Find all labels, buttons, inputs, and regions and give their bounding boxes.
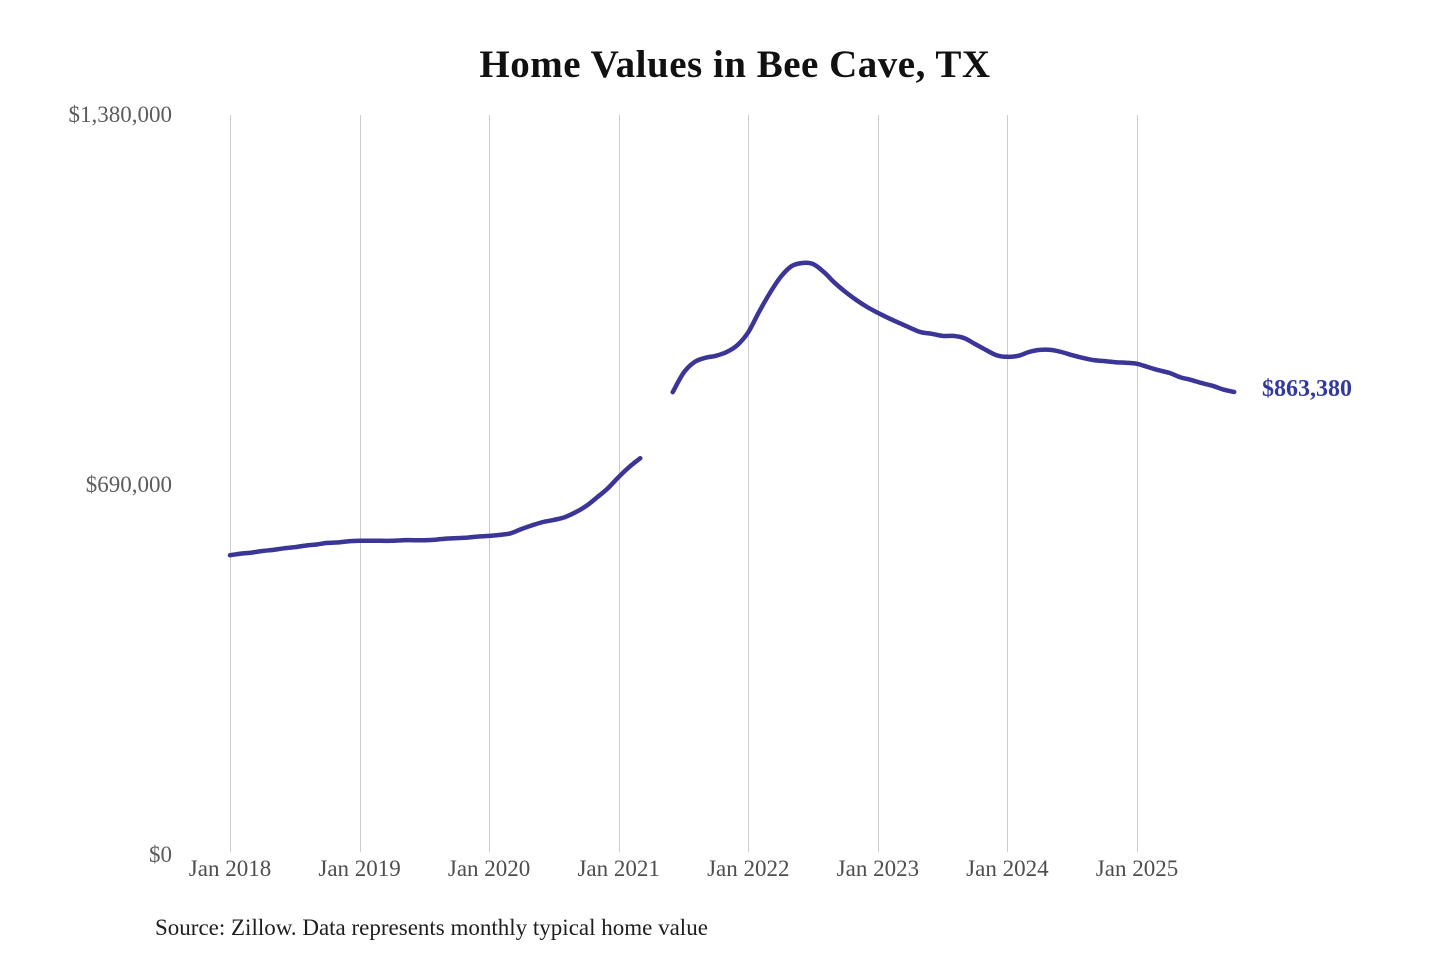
x-axis-tick-label-jan-2018: Jan 2018 xyxy=(188,856,272,881)
y-axis-tick-label-mid: $690,000 xyxy=(85,472,172,497)
home-value-line-segment-1 xyxy=(227,455,643,558)
gridline-jan-2022 xyxy=(748,115,750,852)
y-axis-tick-label-zero: $0 xyxy=(149,842,172,867)
x-axis-tick-label-jan-2024: Jan 2024 xyxy=(966,856,1049,881)
y-axis-tick-label-top: $1,380,000 xyxy=(68,102,173,127)
x-axis-tick-label-jan-2020: Jan 2020 xyxy=(447,856,531,881)
gridline-jan-2019 xyxy=(359,115,361,852)
gridline-jan-2020 xyxy=(489,115,491,852)
gridline-jan-2025 xyxy=(1137,115,1138,852)
gridline-jan-2021 xyxy=(618,115,620,852)
x-axis-tick-label-jan-2019: Jan 2019 xyxy=(318,856,401,881)
x-axis-tick-label-jan-2023: Jan 2023 xyxy=(836,856,920,881)
x-axis-tick-label-jan-2025: Jan 2025 xyxy=(1095,856,1179,881)
gridline-jan-2023 xyxy=(877,115,879,852)
home-value-line-segment-2 xyxy=(670,260,1237,395)
source-note: Source: Zillow. Data represents monthly … xyxy=(155,915,708,940)
gridline-jan-2018 xyxy=(230,115,231,852)
gridline-jan-2024 xyxy=(1007,115,1009,852)
chart-title: Home Values in Bee Cave, TX xyxy=(479,43,991,86)
current-value-label: $863,380 xyxy=(1262,376,1352,402)
x-axis-tick-label-jan-2022: Jan 2022 xyxy=(707,856,790,881)
x-axis-tick-label-jan-2021: Jan 2021 xyxy=(577,856,660,881)
